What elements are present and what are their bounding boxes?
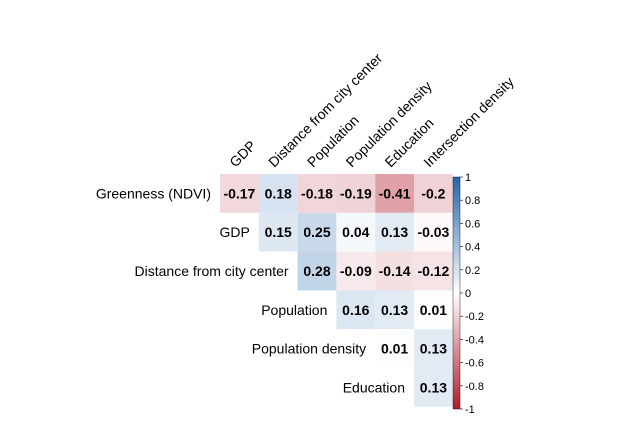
cell-value-label: 0.13 (420, 379, 447, 395)
row-label: GDP (219, 224, 249, 240)
heatmap-cell (375, 290, 414, 330)
colorbar-tick-label: -0.6 (465, 358, 484, 370)
row-label: Greenness (NDVI) (96, 185, 211, 201)
heatmap-cell (297, 212, 337, 252)
heatmap-cell (414, 329, 453, 368)
heatmap-cell (414, 174, 453, 213)
colorbar-tick-label: 0.6 (465, 218, 480, 230)
colorbar-tick-label: -0.2 (465, 311, 484, 323)
colorbar-tick-label: 0.4 (465, 242, 480, 254)
cell-value-label: -0.14 (379, 263, 411, 279)
cell-value-label: -0.12 (417, 263, 449, 279)
column-label: GDP (226, 137, 259, 170)
colorbar-tick-label: 0 (465, 288, 471, 300)
cell-value-label: 0.25 (303, 224, 330, 240)
colorbar-tick-label: 0.8 (465, 195, 480, 207)
heatmap-cell (414, 290, 453, 330)
cell-value-label: -0.17 (223, 185, 255, 201)
heatmap-cell (414, 212, 453, 252)
heatmap-cell (414, 368, 453, 407)
heatmap-cell (375, 212, 414, 252)
heatmap-cell (375, 329, 414, 368)
heatmap-cell (258, 174, 298, 213)
heatmap-cell (336, 212, 376, 252)
cell-value-label: -0.03 (417, 224, 449, 240)
colorbar-tick-label: -0.4 (465, 334, 484, 346)
heatmap-cell (375, 174, 414, 213)
heatmap-cell (375, 251, 414, 291)
cell-value-label: -0.2 (421, 185, 445, 201)
cell-value-label: 0.18 (265, 185, 292, 201)
row-label: Population (261, 302, 327, 318)
colorbar-tick-label: -1 (465, 404, 475, 416)
heatmap-cell (220, 174, 259, 213)
cell-value-label: 0.13 (381, 302, 408, 318)
colorbar-tick-label: -0.8 (465, 381, 484, 393)
heatmap-cell (336, 174, 376, 213)
heatmap-cell (258, 212, 298, 252)
heatmap-cell (297, 174, 337, 213)
cell-value-label: -0.09 (340, 263, 372, 279)
heatmap-cell (297, 251, 337, 291)
row-label: Distance from city center (135, 263, 289, 279)
colorbar-tick-label: 0.2 (465, 265, 480, 277)
cell-value-label: -0.18 (301, 185, 333, 201)
cell-value-label: 0.01 (420, 302, 447, 318)
colorbar (452, 176, 461, 410)
cell-value-label: 0.01 (381, 341, 408, 357)
column-label: Intersection density (420, 74, 517, 171)
cell-value-label: 0.13 (420, 341, 447, 357)
cell-value-label: 0.16 (342, 302, 369, 318)
cell-value-label: -0.19 (340, 185, 372, 201)
cell-value-label: 0.15 (265, 224, 292, 240)
row-label: Education (343, 379, 405, 395)
cell-value-label: 0.13 (381, 224, 408, 240)
cell-value-label: -0.41 (379, 185, 411, 201)
cell-value-label: 0.28 (303, 263, 330, 279)
heatmap-cell (414, 251, 453, 291)
row-label: Population density (252, 341, 366, 357)
heatmap-cell (336, 290, 376, 330)
colorbar-tick-label: 1 (465, 172, 471, 184)
heatmap-cell (336, 251, 376, 291)
cell-value-label: 0.04 (342, 224, 369, 240)
